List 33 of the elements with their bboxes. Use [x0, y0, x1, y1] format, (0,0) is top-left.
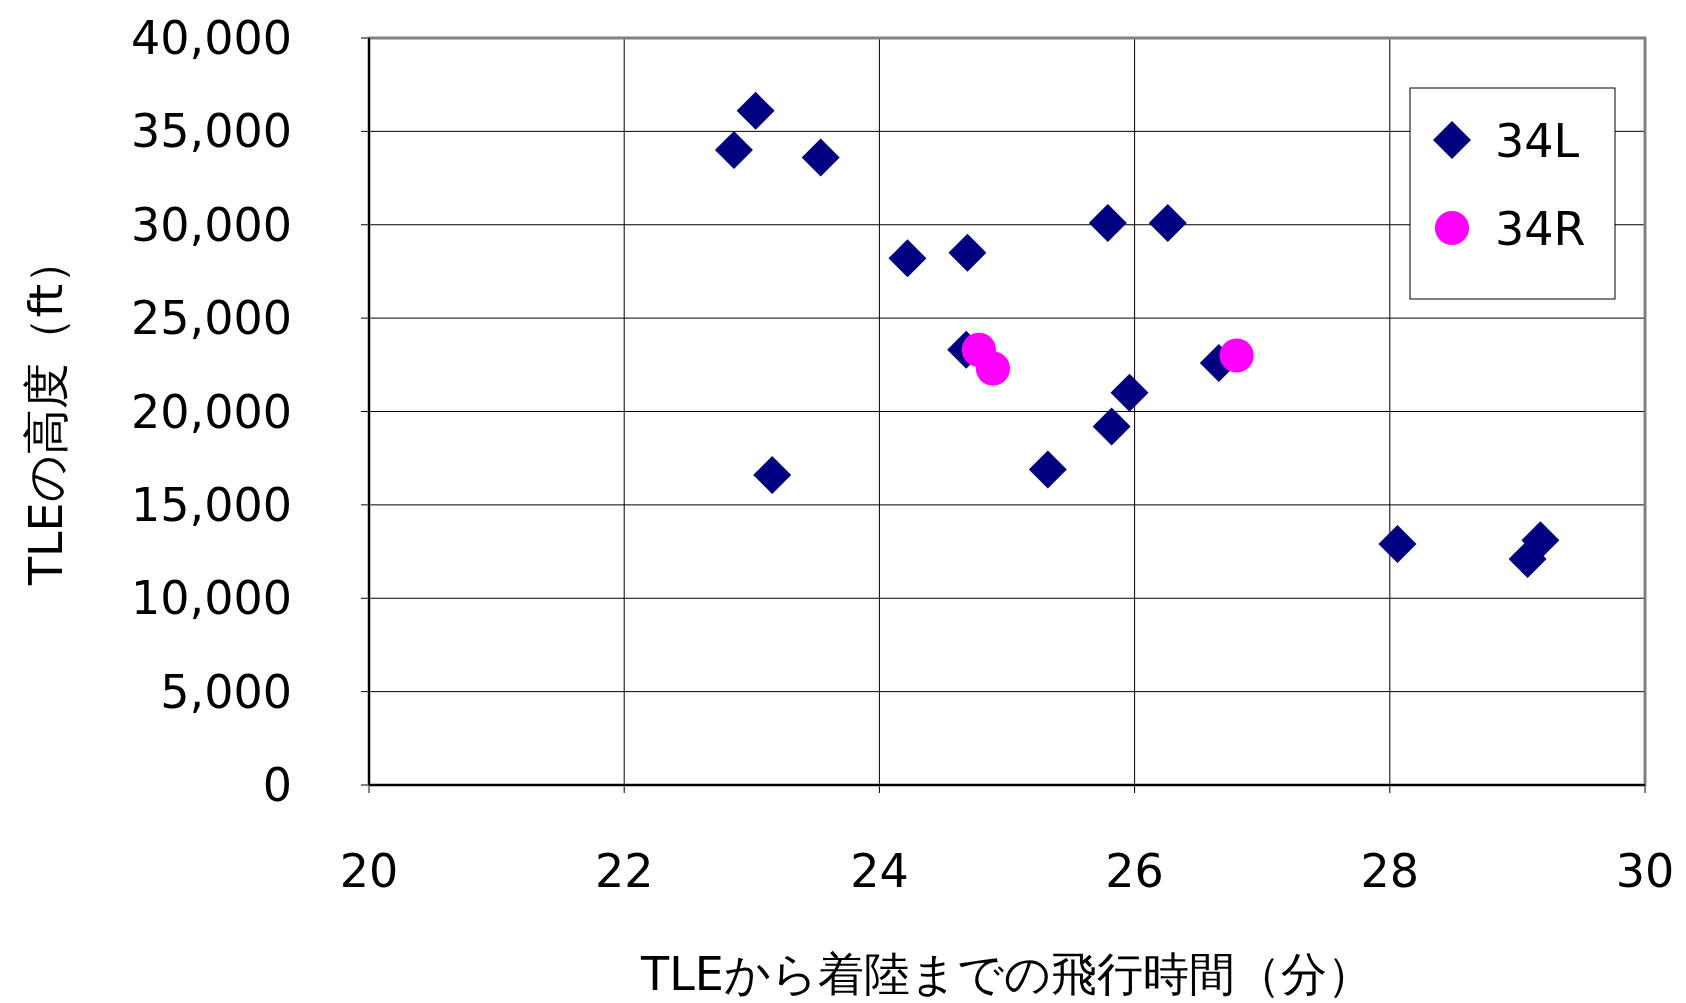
x-tick-label: 28: [1360, 844, 1420, 898]
x-tick-label: 20: [339, 844, 399, 898]
y-tick-label: 5,000: [160, 664, 292, 719]
legend-label: 34L: [1495, 114, 1580, 168]
y-tick-label: 15,000: [131, 477, 292, 532]
y-tick-label: 40,000: [131, 11, 292, 65]
point: [888, 239, 927, 278]
point: [1148, 203, 1187, 242]
point: [801, 138, 840, 177]
point: [975, 351, 1011, 386]
point: [753, 456, 792, 494]
point: [948, 233, 987, 272]
x-tick-label: 30: [1615, 844, 1675, 898]
y-tick-label: 30,000: [131, 197, 292, 252]
x-tick-label: 24: [850, 844, 909, 898]
y-tick-label: 10,000: [131, 571, 292, 626]
y-tick-label: 20,000: [131, 384, 292, 439]
x-tick-label: 22: [594, 844, 654, 898]
x-tick-label: 26: [1105, 844, 1164, 898]
y-tick-label: 25,000: [131, 291, 292, 346]
point: [1110, 373, 1149, 412]
y-tick-label: 35,000: [131, 104, 292, 159]
x-axis-title: TLEから着陸までの飛行時間（分）: [640, 947, 1373, 1001]
point: [1088, 203, 1127, 242]
y-axis-title: TLEの高度（ft）: [19, 237, 73, 587]
point: [714, 131, 753, 170]
legend-label: 34R: [1495, 202, 1586, 256]
point: [736, 91, 775, 130]
point: [1378, 525, 1417, 564]
point: [1219, 338, 1254, 373]
point: [1092, 407, 1131, 446]
y-tick-label: 0: [262, 758, 292, 812]
point: [1028, 450, 1067, 489]
